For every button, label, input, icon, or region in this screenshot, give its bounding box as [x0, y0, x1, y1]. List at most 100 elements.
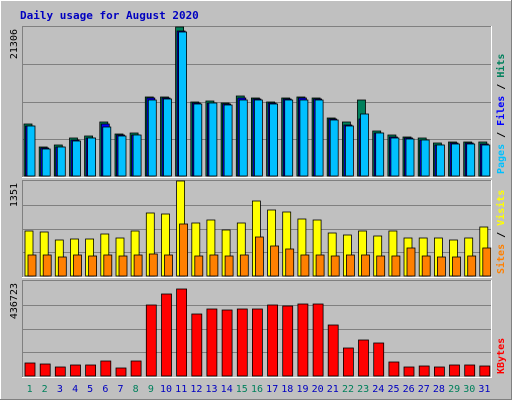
bar-sites: [421, 255, 431, 277]
legend-separator: /: [496, 226, 507, 244]
x-axis-day-labels: 1 2 3 4 5 6 7 8 9 10 11 12 13 14 15 16 17 18 19 20 21 22 23 24 2…: [27, 384, 491, 395]
bar-kbytes: [54, 366, 66, 377]
day-label: 7: [117, 384, 123, 395]
day-label: 26: [403, 384, 415, 395]
bar-kbytes: [24, 362, 36, 377]
bar-sites: [315, 254, 325, 277]
day-label: 12: [190, 384, 202, 395]
bar-pages: [329, 119, 339, 177]
bar-pages: [117, 135, 127, 177]
bar-kbytes: [85, 364, 96, 377]
bar-pages: [269, 103, 279, 177]
day-label: 3: [57, 384, 63, 395]
bar-pages: [481, 144, 491, 177]
bar-kbytes: [282, 305, 294, 377]
day-label: 28: [433, 384, 445, 395]
bar-pages: [466, 143, 476, 177]
day-label: 23: [357, 384, 369, 395]
bar-pages: [132, 134, 142, 177]
legend-kbytes: KBytes: [496, 338, 507, 374]
day-label: 20: [312, 384, 324, 395]
day-label: 30: [463, 384, 475, 395]
bar-sites: [209, 254, 219, 277]
legend-visits: Visits: [495, 190, 507, 226]
bar-sites: [118, 255, 128, 277]
bar-pages: [284, 99, 294, 177]
panel-kbytes: 436723 KBytes: [9, 280, 507, 378]
day-label: 2: [42, 384, 48, 395]
bar-sites: [164, 254, 173, 277]
bar-pages: [147, 99, 157, 177]
legend: Sites / Visits: [495, 190, 507, 274]
bar-sites: [467, 255, 477, 277]
bar-kbytes: [130, 360, 142, 377]
bar-sites: [133, 254, 143, 277]
bar-pages: [26, 125, 36, 177]
day-label: 9: [148, 384, 154, 395]
bar-sites: [436, 256, 446, 277]
bar-kbytes: [100, 360, 112, 377]
bar-sites: [148, 253, 158, 277]
bar-sites: [73, 254, 82, 277]
legend: Pages / Files / Hits: [495, 54, 507, 174]
day-label: 13: [205, 384, 217, 395]
bar-kbytes: [388, 361, 400, 377]
bar-sites: [27, 254, 37, 277]
bar-sites: [179, 223, 189, 277]
day-label: 1: [27, 384, 33, 395]
bar-kbytes: [115, 367, 127, 377]
legend-separator: /: [496, 78, 507, 96]
bar-kbytes: [342, 347, 354, 377]
bar-kbytes: [312, 303, 324, 377]
legend-hits: Hits: [495, 54, 507, 78]
legend-sites: Sites: [495, 244, 507, 274]
y-max-label: 1351: [9, 183, 20, 207]
bar-kbytes: [236, 308, 248, 377]
bar-pages: [375, 132, 385, 177]
y-max-label: 436723: [9, 283, 20, 319]
y-max-label: 21306: [9, 29, 20, 59]
bar-sites: [391, 255, 401, 277]
day-label: 19: [296, 384, 308, 395]
bar-pages: [238, 99, 248, 177]
bar-kbytes: [464, 364, 476, 377]
bar-pages: [72, 140, 81, 177]
bar-kbytes: [39, 363, 51, 377]
bar-pages: [344, 125, 354, 177]
bar-pages: [193, 103, 203, 177]
bar-pages: [178, 31, 188, 177]
panel-visits-sites: 1351 Sites / Visits: [9, 180, 507, 278]
day-label: 11: [175, 384, 187, 395]
day-label: 16: [251, 384, 263, 395]
day-label: 8: [133, 384, 139, 395]
bar-kbytes: [433, 366, 445, 377]
bar-sites: [452, 256, 461, 277]
bar-kbytes: [358, 339, 369, 377]
bar-sites: [406, 247, 416, 277]
day-label: 24: [372, 384, 384, 395]
bar-kbytes: [206, 308, 218, 377]
bar-kbytes: [70, 364, 81, 377]
day-label: 4: [72, 384, 78, 395]
bar-pages: [360, 113, 369, 177]
legend-pages: Pages: [496, 144, 507, 174]
day-label: 25: [387, 384, 399, 395]
bar-pages: [102, 126, 112, 177]
bar-kbytes: [145, 304, 157, 377]
bar-sites: [194, 255, 204, 277]
bar-kbytes: [449, 364, 460, 377]
bar-pages: [223, 104, 233, 177]
bar-sites: [285, 248, 295, 277]
bar-pages: [451, 143, 460, 177]
bar-kbytes: [327, 324, 339, 377]
day-label: 27: [418, 384, 430, 395]
bar-sites: [270, 245, 280, 277]
bar-kbytes: [297, 303, 309, 377]
bar-pages: [314, 99, 324, 177]
bar-sites: [361, 254, 370, 277]
bar-pages: [405, 138, 415, 177]
day-label: 15: [236, 384, 248, 395]
bar-pages: [253, 99, 263, 177]
bar-sites: [482, 247, 492, 277]
